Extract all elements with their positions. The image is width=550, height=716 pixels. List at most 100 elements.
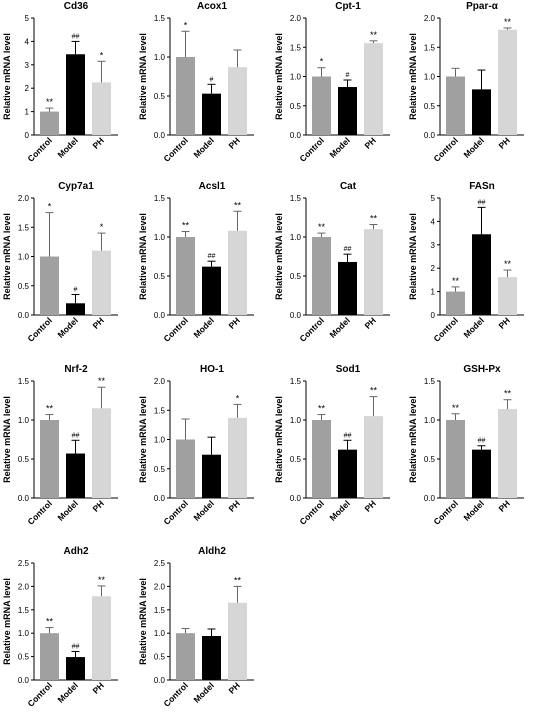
y-axis-label: Relative mRNA level <box>408 213 418 300</box>
bar-ph <box>498 409 517 498</box>
panel-title: Ppar-α <box>466 1 499 12</box>
bar-model <box>472 89 491 135</box>
significance-label: ** <box>98 376 106 386</box>
x-tick-label: Model <box>327 498 351 522</box>
x-tick-label: PH <box>226 680 241 695</box>
y-tick-label: 2.0 <box>290 14 302 23</box>
bar-ph <box>364 229 383 315</box>
y-tick-label: 1.0 <box>290 416 302 425</box>
x-tick-label: Control <box>25 315 53 343</box>
panel-ho-1: HO-1 Relative mRNA level 0.0 0.5 1.0 1.5 2.0 Co… <box>138 364 254 527</box>
x-tick-label: Model <box>55 315 79 339</box>
x-tick-label: Control <box>25 135 53 163</box>
y-tick-label: 1.5 <box>290 43 302 52</box>
x-tick-label: PH <box>90 680 105 695</box>
x-tick-label: Model <box>191 135 215 159</box>
significance-label: ** <box>234 200 242 210</box>
x-tick-label: PH <box>90 135 105 150</box>
x-tick-label: Model <box>461 498 485 522</box>
bar-model <box>66 54 85 135</box>
y-tick-label: 0.0 <box>424 131 436 140</box>
panel-title: Adh2 <box>64 546 89 557</box>
y-tick-label: 2.5 <box>154 559 166 568</box>
panel-ppar-: Ppar-α Relative mRNA level 0.0 0.5 1.0 1.5 2.0… <box>408 1 524 164</box>
y-tick-label: 4 <box>25 37 30 46</box>
y-axis-label: Relative mRNA level <box>138 396 148 483</box>
significance-label: ## <box>72 33 80 40</box>
bar-ph <box>228 67 247 135</box>
x-tick-label: PH <box>496 498 511 513</box>
significance-label: * <box>184 20 188 30</box>
y-tick-label: 1.5 <box>154 194 166 203</box>
bar-control <box>446 76 465 135</box>
bar-model <box>338 261 357 315</box>
y-tick-label: 0.5 <box>154 92 166 101</box>
significance-label: ** <box>46 97 54 107</box>
x-tick-label: PH <box>226 135 241 150</box>
bar-control <box>40 111 59 135</box>
x-tick-label: Control <box>431 498 459 526</box>
y-tick-label: 0.5 <box>18 455 30 464</box>
significance-label: ** <box>370 386 378 396</box>
y-axis-label: Relative mRNA level <box>2 33 12 120</box>
panel-acsl1: Acsl1 Relative mRNA level 0.0 0.5 1.0 1.5 ** Co… <box>138 181 254 344</box>
bar-ph <box>228 602 247 680</box>
y-tick-label: 2.0 <box>424 14 436 23</box>
panel-sod1: Sod1 Relative mRNA level 0.0 0.5 1.0 1.5 ** Con… <box>274 364 390 527</box>
y-tick-label: 0.0 <box>18 494 30 503</box>
y-tick-label: 1.0 <box>154 233 166 242</box>
x-tick-label: PH <box>90 498 105 513</box>
panel-cat: Cat Relative mRNA level 0.0 0.5 1.0 1.5 ** Cont… <box>274 181 390 344</box>
y-tick-label: 3 <box>25 61 30 70</box>
y-tick-label: 1.0 <box>154 436 166 445</box>
y-tick-label: 1.0 <box>18 629 30 638</box>
significance-label: ** <box>504 389 512 399</box>
y-tick-label: 0.0 <box>154 311 166 320</box>
panel-title: Cd36 <box>64 1 89 12</box>
bar-model <box>472 234 491 315</box>
y-tick-label: 0.5 <box>424 455 436 464</box>
y-tick-label: 1.0 <box>290 233 302 242</box>
significance-label: ## <box>478 438 486 445</box>
panel-acox1: Acox1 Relative mRNA level 0.0 0.5 1.0 1.5 * Con… <box>138 1 254 164</box>
x-tick-label: Model <box>327 135 351 159</box>
x-tick-label: Model <box>461 315 485 339</box>
significance-label: ## <box>344 246 352 253</box>
y-axis-label: Relative mRNA level <box>2 213 12 300</box>
bar-control <box>312 237 331 315</box>
significance-label: ** <box>318 222 326 232</box>
bar-model <box>338 87 357 135</box>
x-tick-label: Model <box>327 315 351 339</box>
bar-ph <box>92 250 111 315</box>
y-tick-label: 0.5 <box>290 272 302 281</box>
y-axis-label: Relative mRNA level <box>274 213 284 300</box>
x-tick-label: Control <box>25 498 53 526</box>
bar-control <box>176 57 195 135</box>
x-tick-label: Model <box>461 135 485 159</box>
y-tick-label: 1.0 <box>154 53 166 62</box>
bar-model <box>66 453 85 498</box>
x-tick-label: Control <box>161 315 189 343</box>
y-axis-label: Relative mRNA level <box>408 33 418 120</box>
bar-control <box>446 420 465 498</box>
bar-control <box>446 291 465 315</box>
bar-model <box>472 449 491 498</box>
significance-label: * <box>320 57 324 67</box>
significance-label: * <box>100 222 104 232</box>
y-axis-label: Relative mRNA level <box>138 578 148 665</box>
y-tick-label: 4 <box>431 217 436 226</box>
significance-label: # <box>210 76 214 83</box>
x-tick-label: Control <box>431 315 459 343</box>
y-axis-label: Relative mRNA level <box>138 213 148 300</box>
x-tick-label: Control <box>161 498 189 526</box>
y-tick-label: 0.5 <box>154 465 166 474</box>
significance-label: ** <box>452 276 460 286</box>
panel-cpt-1: Cpt-1 Relative mRNA level 0.0 0.5 1.0 1.5 2.0 *… <box>274 1 390 164</box>
y-tick-label: 2.0 <box>18 194 30 203</box>
bar-control <box>312 420 331 498</box>
x-tick-label: Model <box>191 498 215 522</box>
y-tick-label: 1.0 <box>424 416 436 425</box>
y-tick-label: 0.0 <box>290 131 302 140</box>
y-tick-label: 0.0 <box>154 131 166 140</box>
panel-title: Acox1 <box>197 1 227 12</box>
